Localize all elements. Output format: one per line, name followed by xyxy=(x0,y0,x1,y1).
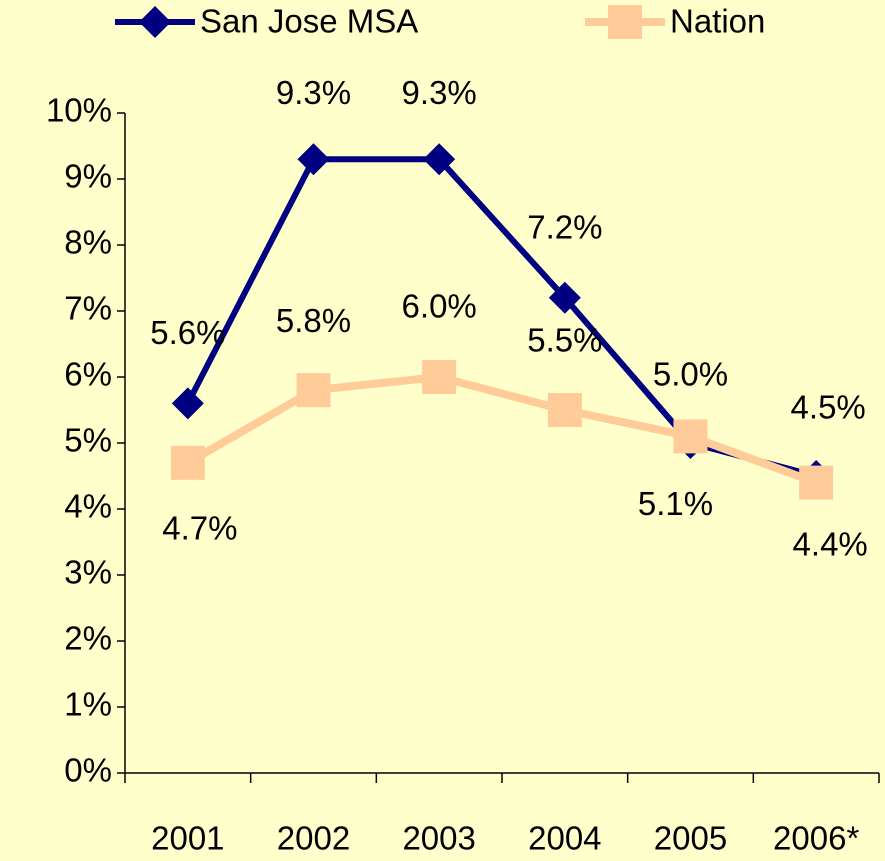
data-label: 4.7% xyxy=(162,510,237,547)
x-tick-label: 2002 xyxy=(277,820,350,857)
data-label: 6.0% xyxy=(402,288,477,325)
y-tick-label: 1% xyxy=(64,686,112,723)
marker xyxy=(423,143,456,176)
series-line xyxy=(185,373,818,487)
marker xyxy=(171,387,204,420)
data-label: 4.4% xyxy=(793,525,868,562)
data-label: 5.0% xyxy=(653,356,728,393)
x-tick-label: 2005 xyxy=(654,820,727,857)
marker xyxy=(799,465,834,500)
y-tick-label: 8% xyxy=(64,224,112,261)
y-tick-label: 0% xyxy=(64,752,112,789)
legend-marker xyxy=(139,6,171,38)
y-tick-label: 3% xyxy=(64,554,112,591)
data-label: 4.5% xyxy=(791,389,866,426)
marker xyxy=(297,143,330,176)
y-tick-label: 9% xyxy=(64,158,112,195)
series-line xyxy=(185,156,817,479)
x-tick-label: 2006* xyxy=(773,820,859,857)
marker xyxy=(548,281,581,314)
data-label: 5.1% xyxy=(638,485,713,522)
data-label: 9.3% xyxy=(402,74,477,111)
y-tick-label: 5% xyxy=(64,422,112,459)
y-tick-label: 2% xyxy=(64,620,112,657)
data-label: 7.2% xyxy=(527,209,602,246)
y-tick-label: 7% xyxy=(64,290,112,327)
y-tick-label: 6% xyxy=(64,356,112,393)
legend-label: San Jose MSA xyxy=(200,3,418,40)
marker xyxy=(547,393,582,427)
data-label: 5.8% xyxy=(276,302,351,339)
x-tick-label: 2001 xyxy=(151,820,224,857)
legend-label: Nation xyxy=(670,3,765,40)
x-tick-label: 2003 xyxy=(402,820,475,857)
x-tick-label: 2004 xyxy=(528,820,601,857)
marker xyxy=(422,360,457,394)
legend-marker xyxy=(608,5,642,39)
data-label: 5.5% xyxy=(527,322,602,359)
marker xyxy=(673,419,708,454)
data-label: 9.3% xyxy=(276,74,351,111)
y-tick-label: 4% xyxy=(64,488,112,525)
y-tick-label: 10% xyxy=(46,92,112,129)
marker xyxy=(296,373,331,408)
marker xyxy=(170,445,205,480)
data-label: 5.6% xyxy=(150,314,225,351)
